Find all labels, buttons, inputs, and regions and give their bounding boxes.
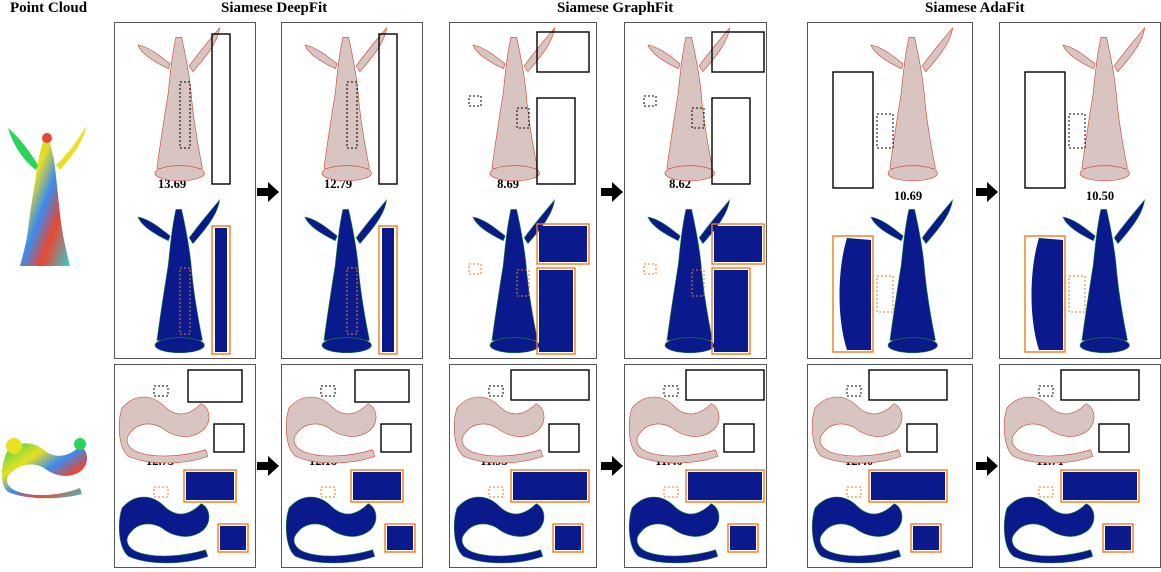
arrow-right-icon: [976, 182, 998, 202]
angel-error-adafit-after: 10.50: [1085, 189, 1115, 203]
arrow-right-icon: [257, 456, 279, 476]
dragon-error-graphfit-after: 11.40: [655, 454, 683, 468]
arrow-right-icon: [601, 456, 623, 476]
arrow-right-icon: [601, 182, 623, 202]
header-siamese-deepfit: Siamese DeepFit: [221, 0, 328, 16]
angel-error-adafit-before: 10.69: [893, 189, 923, 203]
dragon-error-deepfit-after: 12.18: [308, 454, 338, 468]
dragon-error-deepfit-before: 12.75: [145, 454, 175, 468]
arrow-right-icon: [976, 456, 998, 476]
dragon-error-adafit-before: 12.40: [844, 454, 874, 468]
header-point-cloud: Point Cloud: [10, 0, 88, 16]
angel-error-graphfit-before: 8.69: [497, 177, 519, 191]
angel-error-graphfit-after: 8.62: [669, 177, 691, 191]
angel-error-deepfit-before: 13.69: [157, 177, 187, 191]
header-siamese-adafit: Siamese AdaFit: [925, 0, 1025, 16]
angel-error-deepfit-after: 12.79: [323, 177, 353, 191]
dragon-pointcloud-thumbnail: [0, 420, 95, 500]
arrow-right-icon: [257, 182, 279, 202]
angel-pointcloud-thumbnail: [0, 120, 95, 270]
header-siamese-graphfit: Siamese GraphFit: [557, 0, 674, 16]
dragon-error-adafit-after: 11.71: [1036, 454, 1064, 468]
dragon-error-graphfit-before: 11.95: [480, 454, 508, 468]
